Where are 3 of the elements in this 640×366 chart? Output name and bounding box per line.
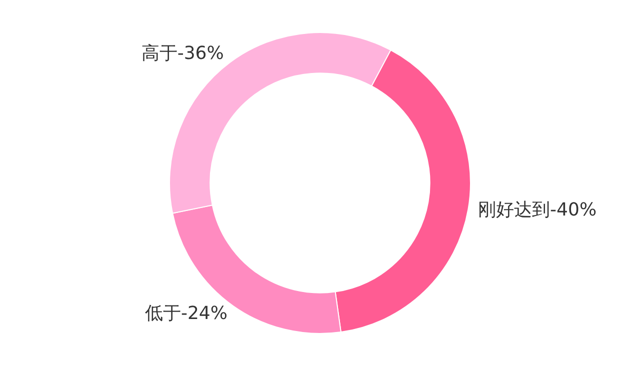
slice-label: 刚好达到-40% xyxy=(478,200,597,221)
slice-label: 高于-36% xyxy=(141,43,224,64)
slice-label: 低于-24% xyxy=(144,302,228,324)
